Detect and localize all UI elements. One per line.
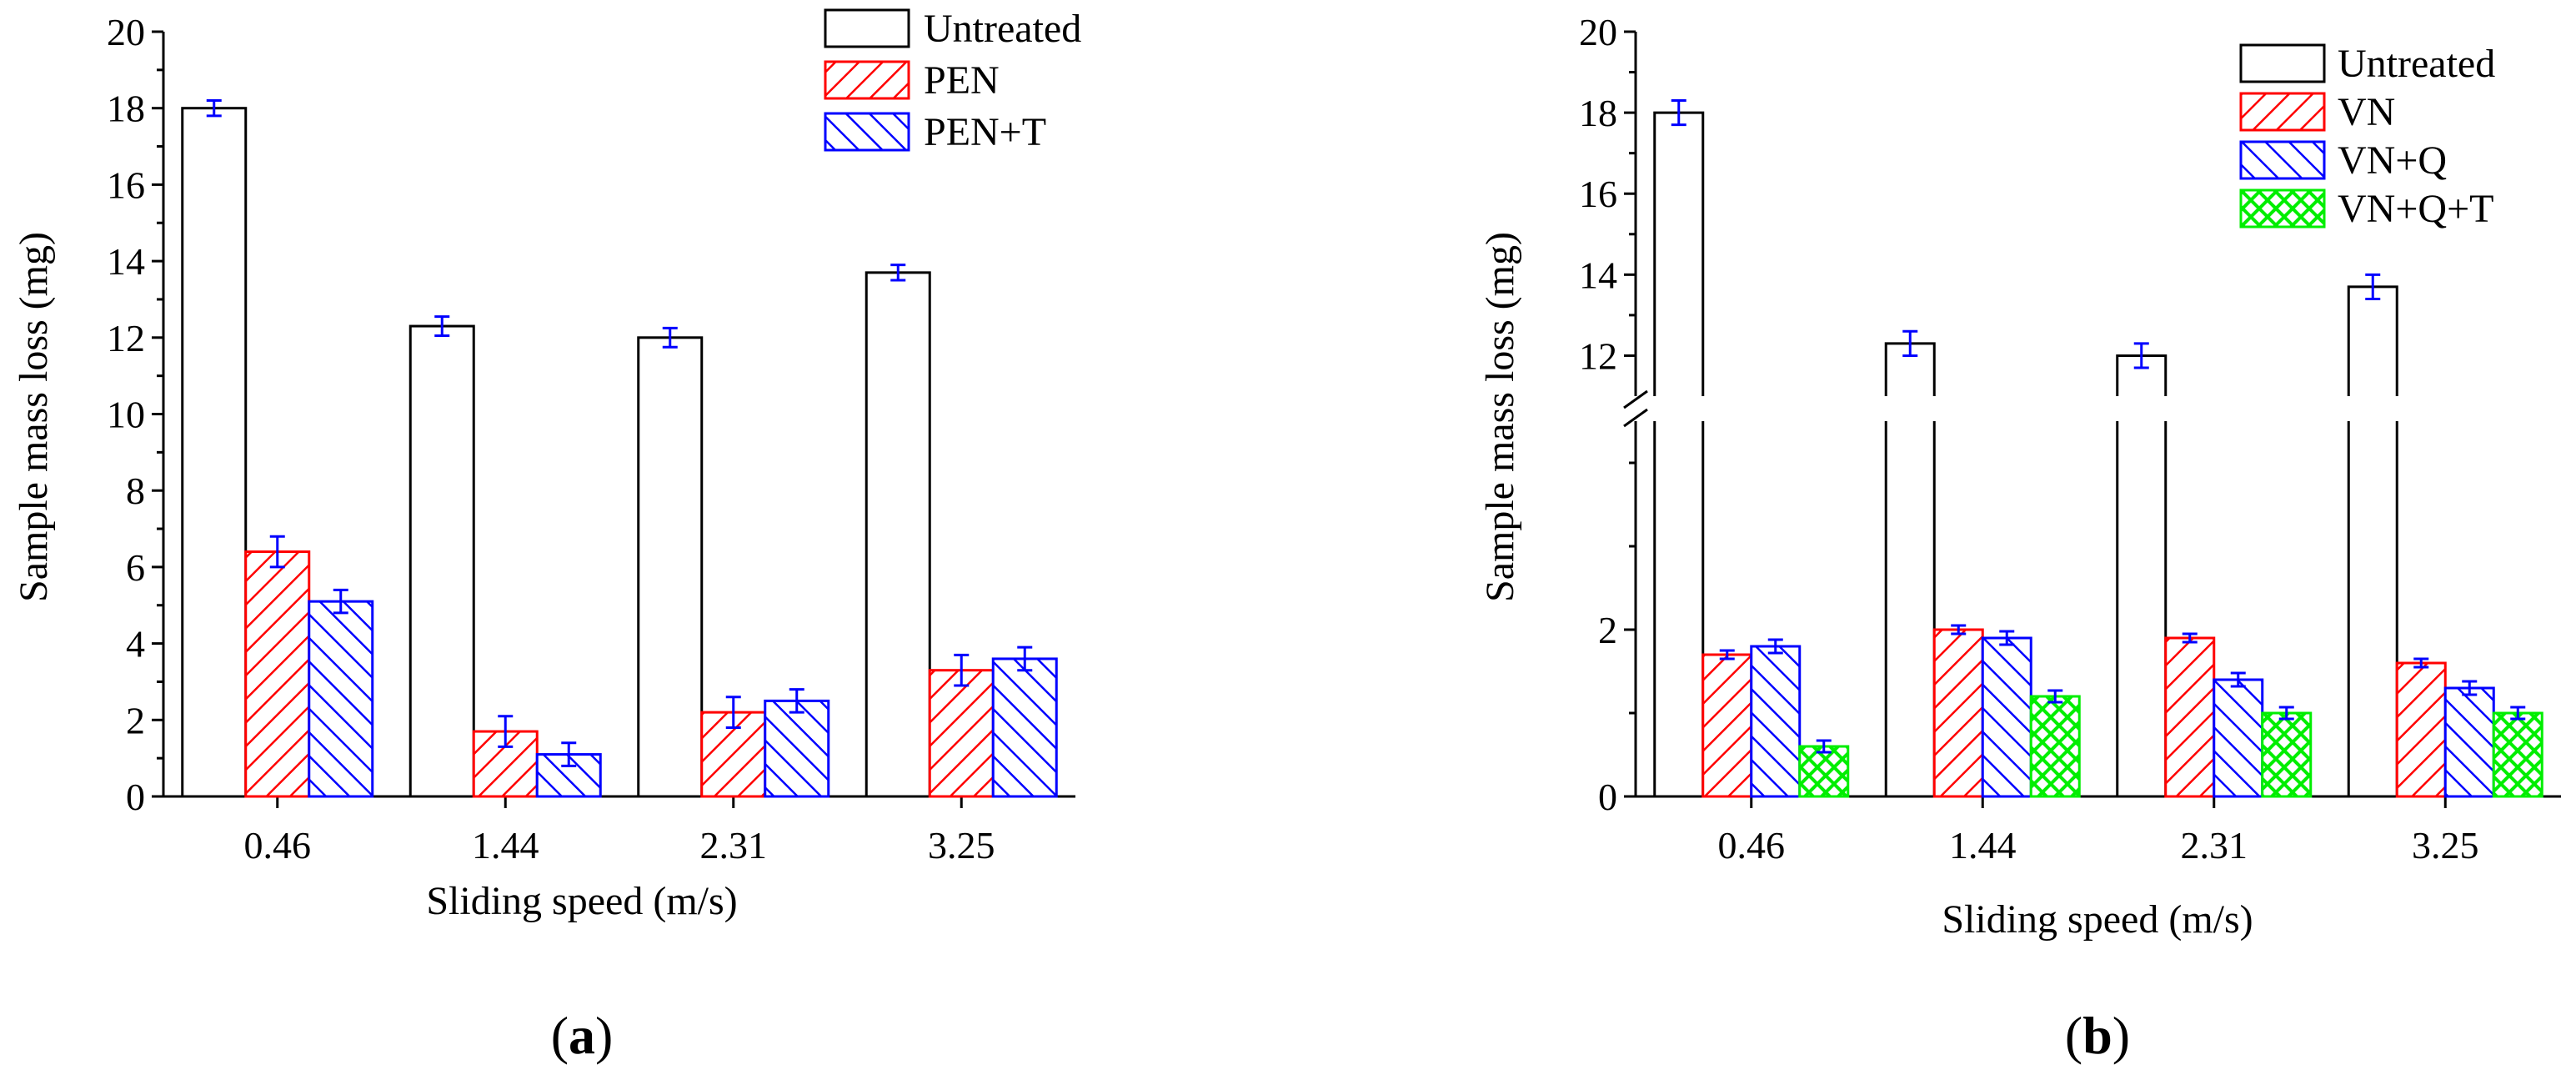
chart-b-axis-break <box>1623 408 1648 428</box>
chart-b-ytick-label: 0 <box>1598 776 1617 818</box>
chart-b-xtick-label: 1.44 <box>1949 824 2017 867</box>
chart-a-bar <box>181 107 248 798</box>
chart-a-bar <box>308 600 374 798</box>
chart-b-bar <box>1653 111 1705 396</box>
legend-b-label: VN+Q+T <box>2338 187 2493 231</box>
chart-a-ylabel: Sample mass loss (mg) <box>12 232 56 602</box>
chart-a-xtick-label: 0.46 <box>244 824 312 867</box>
chart-b-xtick-label: 0.46 <box>1718 824 1786 867</box>
chart-a-ytick-label: 16 <box>107 163 145 206</box>
chart-a-xtick-label: 2.31 <box>700 824 768 867</box>
legend-a-swatch <box>824 60 910 100</box>
chart-b-axis-break <box>1623 389 1648 409</box>
chart-b-xtick-label: 2.31 <box>2181 824 2248 867</box>
chart-b-bar <box>2029 695 2081 798</box>
chart-a-bar <box>408 324 475 798</box>
chart-b-bar <box>2347 285 2398 396</box>
chart-a-ytick-label: 14 <box>107 240 145 283</box>
chart-b-bar-lower <box>2347 421 2398 796</box>
chart-b-xtick-label: 3.25 <box>2412 824 2479 867</box>
legend-b-swatch <box>2239 43 2326 83</box>
chart-a-ytick-label: 10 <box>107 394 145 436</box>
chart-a-bar <box>244 550 311 798</box>
legend-a-label: PEN+T <box>924 110 1046 154</box>
legend-a-swatch <box>824 112 910 152</box>
chart-b-bar <box>1701 653 1753 798</box>
legend-a-label: Untreated <box>924 7 1081 51</box>
chart-b-ytick-label: 2 <box>1598 609 1617 651</box>
chart-a-ytick-label: 0 <box>126 776 145 818</box>
chart-a-ytick-label: 6 <box>126 546 145 589</box>
legend-b-swatch <box>2239 140 2326 180</box>
chart-b-ytick-label: 20 <box>1579 11 1617 53</box>
chart-b-ytick-label: 14 <box>1579 254 1617 296</box>
panel-label-a: (a) <box>551 1006 614 1065</box>
panel-label-b: (b) <box>2065 1006 2130 1065</box>
legend-b-label: VN+Q <box>2338 138 2447 183</box>
chart-b-ytick-label: 16 <box>1579 173 1617 215</box>
chart-a-xtick-label: 1.44 <box>472 824 539 867</box>
chart-a-bar <box>865 271 931 798</box>
chart-a-bar <box>637 336 704 798</box>
chart-b-ytick-label: 12 <box>1579 334 1617 377</box>
chart-b-bar <box>1932 628 1984 798</box>
chart-a-bar <box>764 699 830 798</box>
chart-b-bar-lower <box>1884 421 1936 796</box>
chart-b-bar-lower <box>2116 421 2168 796</box>
legend-b-swatch <box>2239 92 2326 132</box>
chart-b-bar <box>2395 661 2447 798</box>
chart-b-bar-lower <box>1653 421 1705 796</box>
chart-a-ytick-label: 4 <box>126 623 145 666</box>
chart-b-bar <box>2443 686 2495 798</box>
chart-b-xlabel: Sliding speed (m/s) <box>1942 897 2253 942</box>
chart-b-bar <box>2261 711 2313 798</box>
chart-a-ytick-label: 12 <box>107 317 145 359</box>
chart-panel-a: 0 2 4 6 8 10 12 14 16 18 20 0.46 1.44 2.31 3.25 Untreat… <box>12 7 1081 1065</box>
chart-a-ytick-label: 20 <box>107 11 145 53</box>
chart-b-bar <box>2164 636 2216 798</box>
chart-a-ytick-label: 8 <box>126 470 145 512</box>
legend-a-swatch <box>824 8 910 48</box>
chart-a-bar <box>928 669 995 798</box>
chart-a-ytick-label: 18 <box>107 88 145 130</box>
chart-b-ylabel: Sample mass loss (mg) <box>1478 232 1522 602</box>
chart-b-bar <box>1981 636 2032 798</box>
chart-b-bar <box>1798 745 1850 798</box>
chart-a-bar <box>991 657 1058 798</box>
legend-b-label: Untreated <box>2338 42 2495 86</box>
legend-b-swatch <box>2239 188 2326 229</box>
chart-a-xlabel: Sliding speed (m/s) <box>426 879 737 923</box>
chart-a-xtick-label: 3.25 <box>928 824 995 867</box>
chart-b-bar <box>2492 711 2543 798</box>
chart-b-ytick-label: 18 <box>1579 92 1617 134</box>
legend-a-label: PEN <box>924 58 1000 103</box>
chart-a-marks: 0 2 4 6 8 10 12 14 16 18 20 0.46 1.44 2.31 3.25 Untreat… <box>107 7 1081 867</box>
chart-a-ytick-label: 2 <box>126 699 145 741</box>
chart-b-bar <box>1750 645 1802 798</box>
chart-b-bar <box>2213 678 2264 798</box>
legend-b-label: VN <box>2338 90 2395 134</box>
